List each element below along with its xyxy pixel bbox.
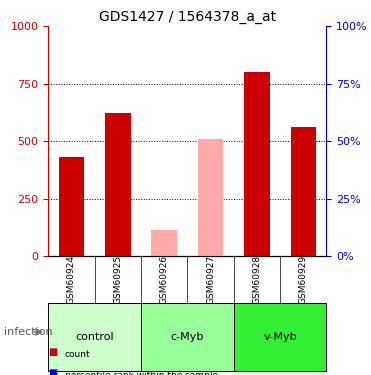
Text: percentile rank within the sample: percentile rank within the sample xyxy=(65,370,218,375)
Bar xyxy=(151,230,177,256)
Text: GSM60926: GSM60926 xyxy=(160,255,169,304)
Bar xyxy=(59,158,84,256)
Bar xyxy=(290,128,316,256)
Text: GSM60927: GSM60927 xyxy=(206,255,215,304)
Text: GSM60924: GSM60924 xyxy=(67,255,76,304)
Text: GSM60929: GSM60929 xyxy=(299,255,308,304)
Bar xyxy=(244,72,270,256)
Text: ■: ■ xyxy=(48,368,58,375)
FancyBboxPatch shape xyxy=(141,303,234,371)
Text: v-Myb: v-Myb xyxy=(263,332,297,342)
FancyBboxPatch shape xyxy=(234,303,326,371)
Text: control: control xyxy=(75,332,114,342)
Title: GDS1427 / 1564378_a_at: GDS1427 / 1564378_a_at xyxy=(99,10,276,24)
Text: count: count xyxy=(65,350,91,359)
FancyBboxPatch shape xyxy=(48,303,141,371)
Text: c-Myb: c-Myb xyxy=(171,332,204,342)
Text: ■: ■ xyxy=(48,348,58,357)
Bar xyxy=(105,112,131,256)
Text: infection: infection xyxy=(4,327,52,337)
Text: GSM60925: GSM60925 xyxy=(113,255,122,304)
Bar xyxy=(198,139,223,256)
Text: GSM60928: GSM60928 xyxy=(252,255,262,304)
